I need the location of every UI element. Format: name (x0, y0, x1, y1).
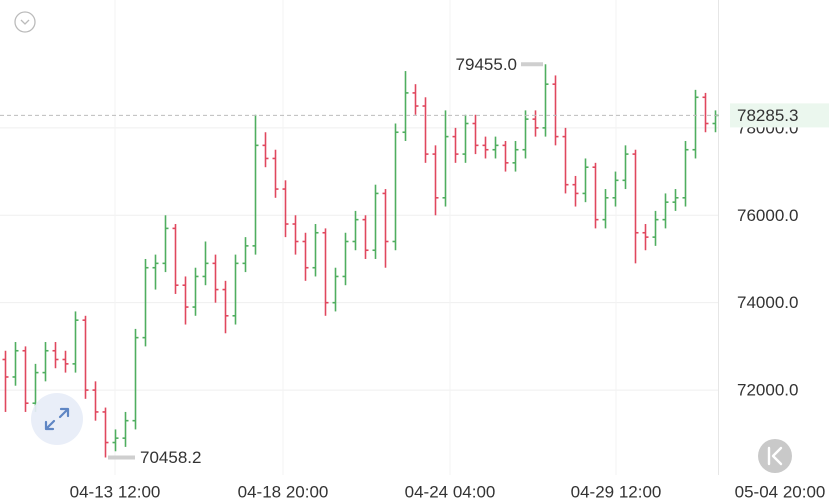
ohlc-bar (462, 114, 469, 163)
ohlc-bar (402, 71, 409, 141)
annotation-label: 79455.0 (456, 55, 517, 74)
ohlc-bar (232, 254, 239, 325)
ohlc-bar (262, 132, 269, 168)
ohlc-bar (442, 110, 449, 207)
ohlc-bar (662, 193, 669, 229)
ohlc-bar (612, 171, 619, 207)
ohlc-bar (652, 210, 659, 246)
ohlc-bar (472, 114, 479, 155)
ohlc-bar (122, 411, 129, 447)
ohlc-bar (222, 280, 229, 334)
ohlc-bar (42, 342, 49, 382)
ohlc-bar (372, 184, 379, 259)
x-tick-label: 04-29 12:00 (571, 482, 662, 501)
ohlc-bar (252, 114, 259, 255)
ohlc-bar (422, 97, 429, 163)
ohlc-bar (592, 162, 599, 229)
ohlc-bar (242, 237, 249, 273)
ohlc-bar (272, 149, 279, 198)
ohlc-bar (302, 232, 309, 281)
ohlc-bar (112, 429, 119, 452)
ohlc-bar (162, 215, 169, 273)
ohlc-bar (82, 315, 89, 399)
ohlc-bar (392, 123, 399, 251)
ohlc-bar (522, 110, 529, 159)
ohlc-bar (512, 140, 519, 172)
expand-button[interactable] (31, 393, 83, 445)
ohlc-bar (502, 140, 509, 172)
annotation-label: 70458.2 (140, 448, 201, 467)
ohlc-bar (532, 110, 539, 137)
ohlc-bar (342, 232, 349, 286)
ohlc-bar (622, 145, 629, 190)
y-tick-label: 74000.0 (737, 293, 798, 312)
ohlc-bar (72, 311, 79, 373)
ohlc-bar (492, 136, 499, 159)
ohlc-bar (312, 224, 319, 277)
ohlc-bar (432, 145, 439, 216)
ohlc-bar (202, 241, 209, 286)
ohlc-bar (322, 228, 329, 316)
ohlc-bar (632, 149, 639, 264)
y-tick-label: 72000.0 (737, 381, 798, 400)
last-price-label: 78285.3 (737, 106, 798, 125)
ohlc-bar (562, 127, 569, 194)
ohlc-bar (182, 276, 189, 325)
ohlc-bar (362, 215, 369, 259)
ohlc-bar (12, 342, 19, 386)
ohlc-bar (602, 189, 609, 229)
last-price-box (730, 103, 829, 128)
ohlc-bar (352, 210, 359, 251)
ohlc-bar (102, 407, 109, 458)
collapse-icon[interactable] (14, 11, 36, 33)
ohlc-bar (282, 180, 289, 238)
y-tick-label: 76000.0 (737, 206, 798, 225)
x-tick-label: 04-18 20:00 (238, 482, 329, 501)
ohlc-bar (212, 254, 219, 303)
x-tick-label: 04-24 04:00 (405, 482, 496, 501)
ohlc-bar (92, 381, 99, 421)
ohlc-bar (52, 342, 59, 369)
ohlc-bar (2, 350, 9, 412)
ohlc-bar (672, 189, 679, 211)
x-tick-label: 04-13 12:00 (70, 482, 161, 501)
ohlc-bar (32, 363, 39, 412)
ohlc-bar (542, 64, 549, 137)
ohlc-bar (132, 328, 139, 430)
ohlc-bar (142, 258, 149, 347)
ohlc-bar (482, 136, 489, 159)
ohlc-bar (152, 254, 159, 290)
ohlc-bar (702, 92, 709, 133)
scroll-to-latest-button[interactable] (758, 439, 792, 473)
grid (0, 0, 718, 475)
last-price-box (730, 103, 829, 128)
ohlc-bar (292, 215, 299, 255)
ohlc-bar (582, 158, 589, 203)
ohlc-bar (682, 140, 689, 207)
ohlc-bar (642, 224, 649, 251)
ohlc-bar (412, 84, 419, 115)
ohlc-bar (692, 89, 699, 159)
candles (2, 64, 719, 458)
ohlc-bar (192, 267, 199, 316)
ohlc-bar (552, 75, 559, 146)
ohlc-bar (332, 267, 339, 312)
ohlc-bar (452, 127, 459, 163)
x-tick-label: 05-04 20:00 (735, 482, 826, 501)
ohlc-bar (172, 224, 179, 294)
ohlc-bar (572, 175, 579, 207)
ohlc-bar (62, 350, 69, 373)
ohlc-bar (382, 189, 389, 268)
ohlc-bar (712, 110, 719, 133)
ohlc-bar (22, 346, 29, 412)
